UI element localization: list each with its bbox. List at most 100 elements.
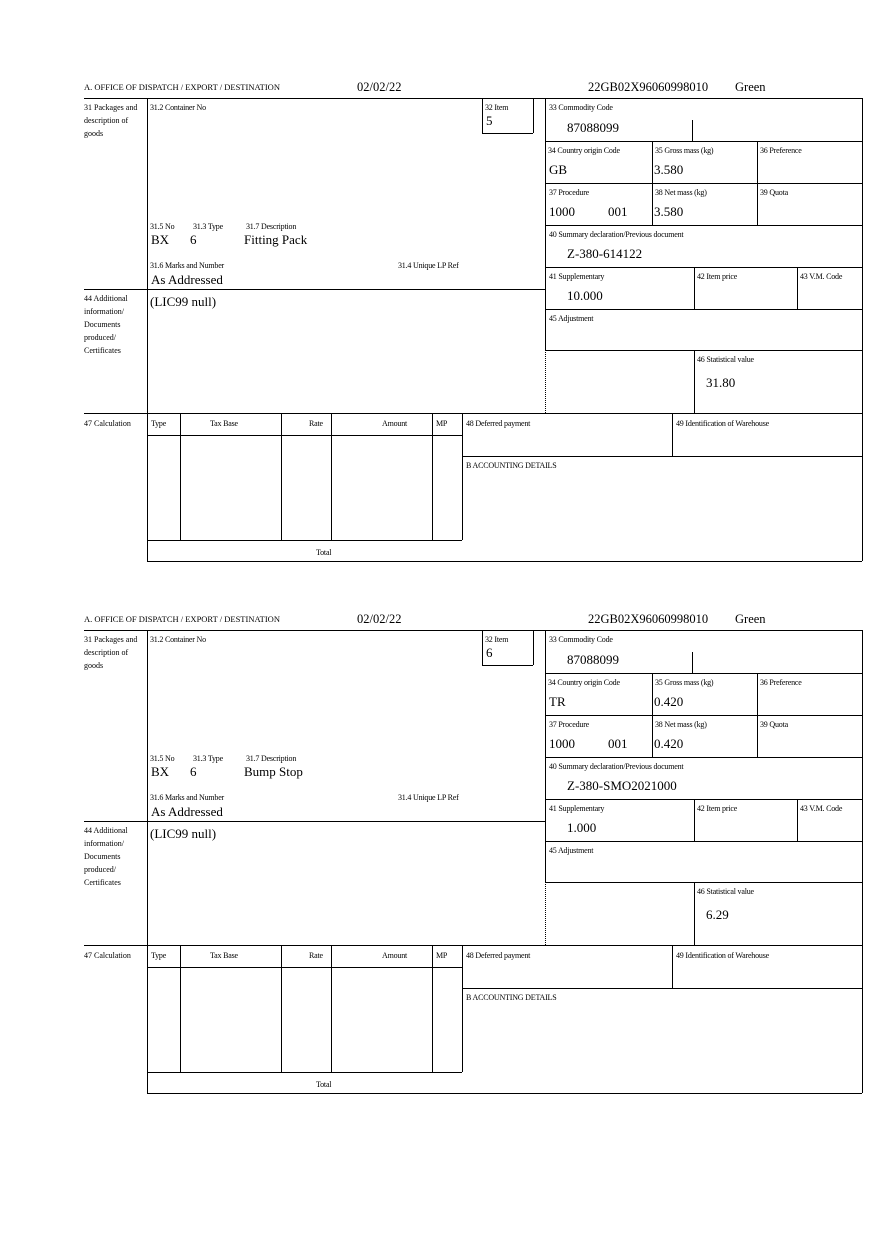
deferred-payment-label: 48 Deferred payment [466, 419, 531, 428]
divider [545, 757, 862, 758]
preference-label: 36 Preference [760, 678, 802, 687]
divider [147, 1093, 862, 1094]
gross-mass-label: 35 Gross mass (kg) [655, 678, 714, 687]
container-no-label: 31.2 Container No [150, 103, 206, 112]
commodity-code: 87088099 [567, 120, 619, 135]
net-mass-label: 38 Net mass (kg) [655, 188, 707, 197]
divider [694, 799, 695, 841]
divider [147, 967, 462, 968]
divider [797, 267, 798, 309]
divider [147, 435, 462, 436]
office-label: A. OFFICE OF DISPATCH / EXPORT / DESTINA… [84, 82, 280, 92]
procedure-code: 1000 [549, 736, 575, 751]
divider [757, 673, 758, 757]
warehouse-label: 49 Identification of Warehouse [676, 419, 769, 428]
procedure-additional: 001 [608, 204, 628, 219]
statistical-value: 31.80 [706, 375, 736, 390]
package-count: 6 [190, 232, 197, 247]
divider [462, 988, 862, 989]
net-mass: 0.420 [654, 736, 684, 751]
divider [331, 945, 332, 1072]
unique-lp-ref-label: 31.4 Unique LP Ref [398, 261, 459, 270]
item-number: 5 [486, 113, 493, 128]
divider [545, 799, 862, 800]
divider [545, 673, 862, 674]
procedure-label: 37 Procedure [549, 720, 590, 729]
packages-label: 31 Packages and description of goods [84, 103, 138, 138]
divider [672, 945, 673, 988]
date: 02/02/22 [357, 612, 402, 626]
divider [692, 120, 693, 141]
pkg-no-label: 31.5 No [150, 754, 175, 763]
divider [180, 413, 181, 540]
gross-mass: 3.580 [654, 162, 684, 177]
supplementary-label: 41 Supplementary [549, 272, 605, 281]
divider [545, 630, 546, 882]
divider [533, 98, 534, 133]
divider [281, 945, 282, 1072]
divider [84, 945, 862, 946]
divider [545, 350, 862, 351]
package-count: 6 [190, 764, 197, 779]
calc-col-tax-base: Tax Base [210, 419, 238, 428]
reference-number: 22GB02X96060998010 [588, 80, 709, 94]
package-kind: BX [151, 232, 170, 247]
procedure-label: 37 Procedure [549, 188, 590, 197]
summary-declaration-label: 40 Summary declaration/Previous document [549, 762, 684, 771]
divider [692, 652, 693, 673]
declaration-form-item: A. OFFICE OF DISPATCH / EXPORT / DESTINA… [0, 610, 882, 1100]
goods-description: Fitting Pack [244, 232, 308, 247]
description-label: 31.7 Description [246, 754, 297, 763]
commodity-code: 87088099 [567, 652, 619, 667]
divider [672, 413, 673, 456]
divider [545, 267, 862, 268]
country-origin-label: 34 Country origin Code [548, 146, 620, 155]
divider [694, 350, 695, 413]
divider [862, 98, 863, 561]
divider [482, 665, 533, 666]
supplementary-label: 41 Supplementary [549, 804, 605, 813]
total-label: Total [316, 548, 332, 557]
country-origin: TR [549, 694, 566, 709]
calc-col-rate: Rate [309, 951, 323, 960]
divider [84, 289, 545, 290]
marks-value: As Addressed [151, 272, 223, 287]
divider [694, 267, 695, 309]
unique-lp-ref-label: 31.4 Unique LP Ref [398, 793, 459, 802]
item-number: 6 [486, 645, 493, 660]
route-colour: Green [735, 80, 766, 94]
divider [545, 309, 862, 310]
adjustment-label: 45 Adjustment [549, 314, 594, 323]
summary-declaration-label: 40 Summary declaration/Previous document [549, 230, 684, 239]
commodity-code-label: 33 Commodity Code [549, 635, 613, 644]
additional-info-label: 44 Additional information/ Documents pro… [84, 826, 128, 887]
divider [652, 141, 653, 225]
gross-mass-label: 35 Gross mass (kg) [655, 146, 714, 155]
divider [757, 141, 758, 225]
statistical-value-label: 46 Statistical value [697, 887, 754, 896]
divider [545, 183, 862, 184]
divider [545, 715, 862, 716]
divider [652, 673, 653, 757]
divider [545, 882, 546, 945]
item-label: 32 Item [485, 635, 509, 644]
divider [482, 133, 533, 134]
item-label: 32 Item [485, 103, 509, 112]
adjustment-label: 45 Adjustment [549, 846, 594, 855]
package-kind: BX [151, 764, 170, 779]
divider [84, 821, 545, 822]
vm-code-label: 43 V.M. Code [800, 272, 843, 281]
additional-info-value: (LIC99 null) [150, 826, 217, 841]
procedure-additional: 001 [608, 736, 628, 751]
marks-label: 31.6 Marks and Number [150, 261, 225, 270]
calc-col-amount: Amount [382, 419, 408, 428]
divider [462, 945, 463, 1072]
container-no-label: 31.2 Container No [150, 635, 206, 644]
deferred-payment-label: 48 Deferred payment [466, 951, 531, 960]
previous-document: Z-380-614122 [567, 246, 643, 261]
item-price-label: 42 Item price [697, 272, 738, 281]
statistical-value: 6.29 [706, 907, 729, 922]
reference-number: 22GB02X96060998010 [588, 612, 709, 626]
statistical-value-label: 46 Statistical value [697, 355, 754, 364]
accounting-details-label: B ACCOUNTING DETAILS [466, 461, 557, 470]
